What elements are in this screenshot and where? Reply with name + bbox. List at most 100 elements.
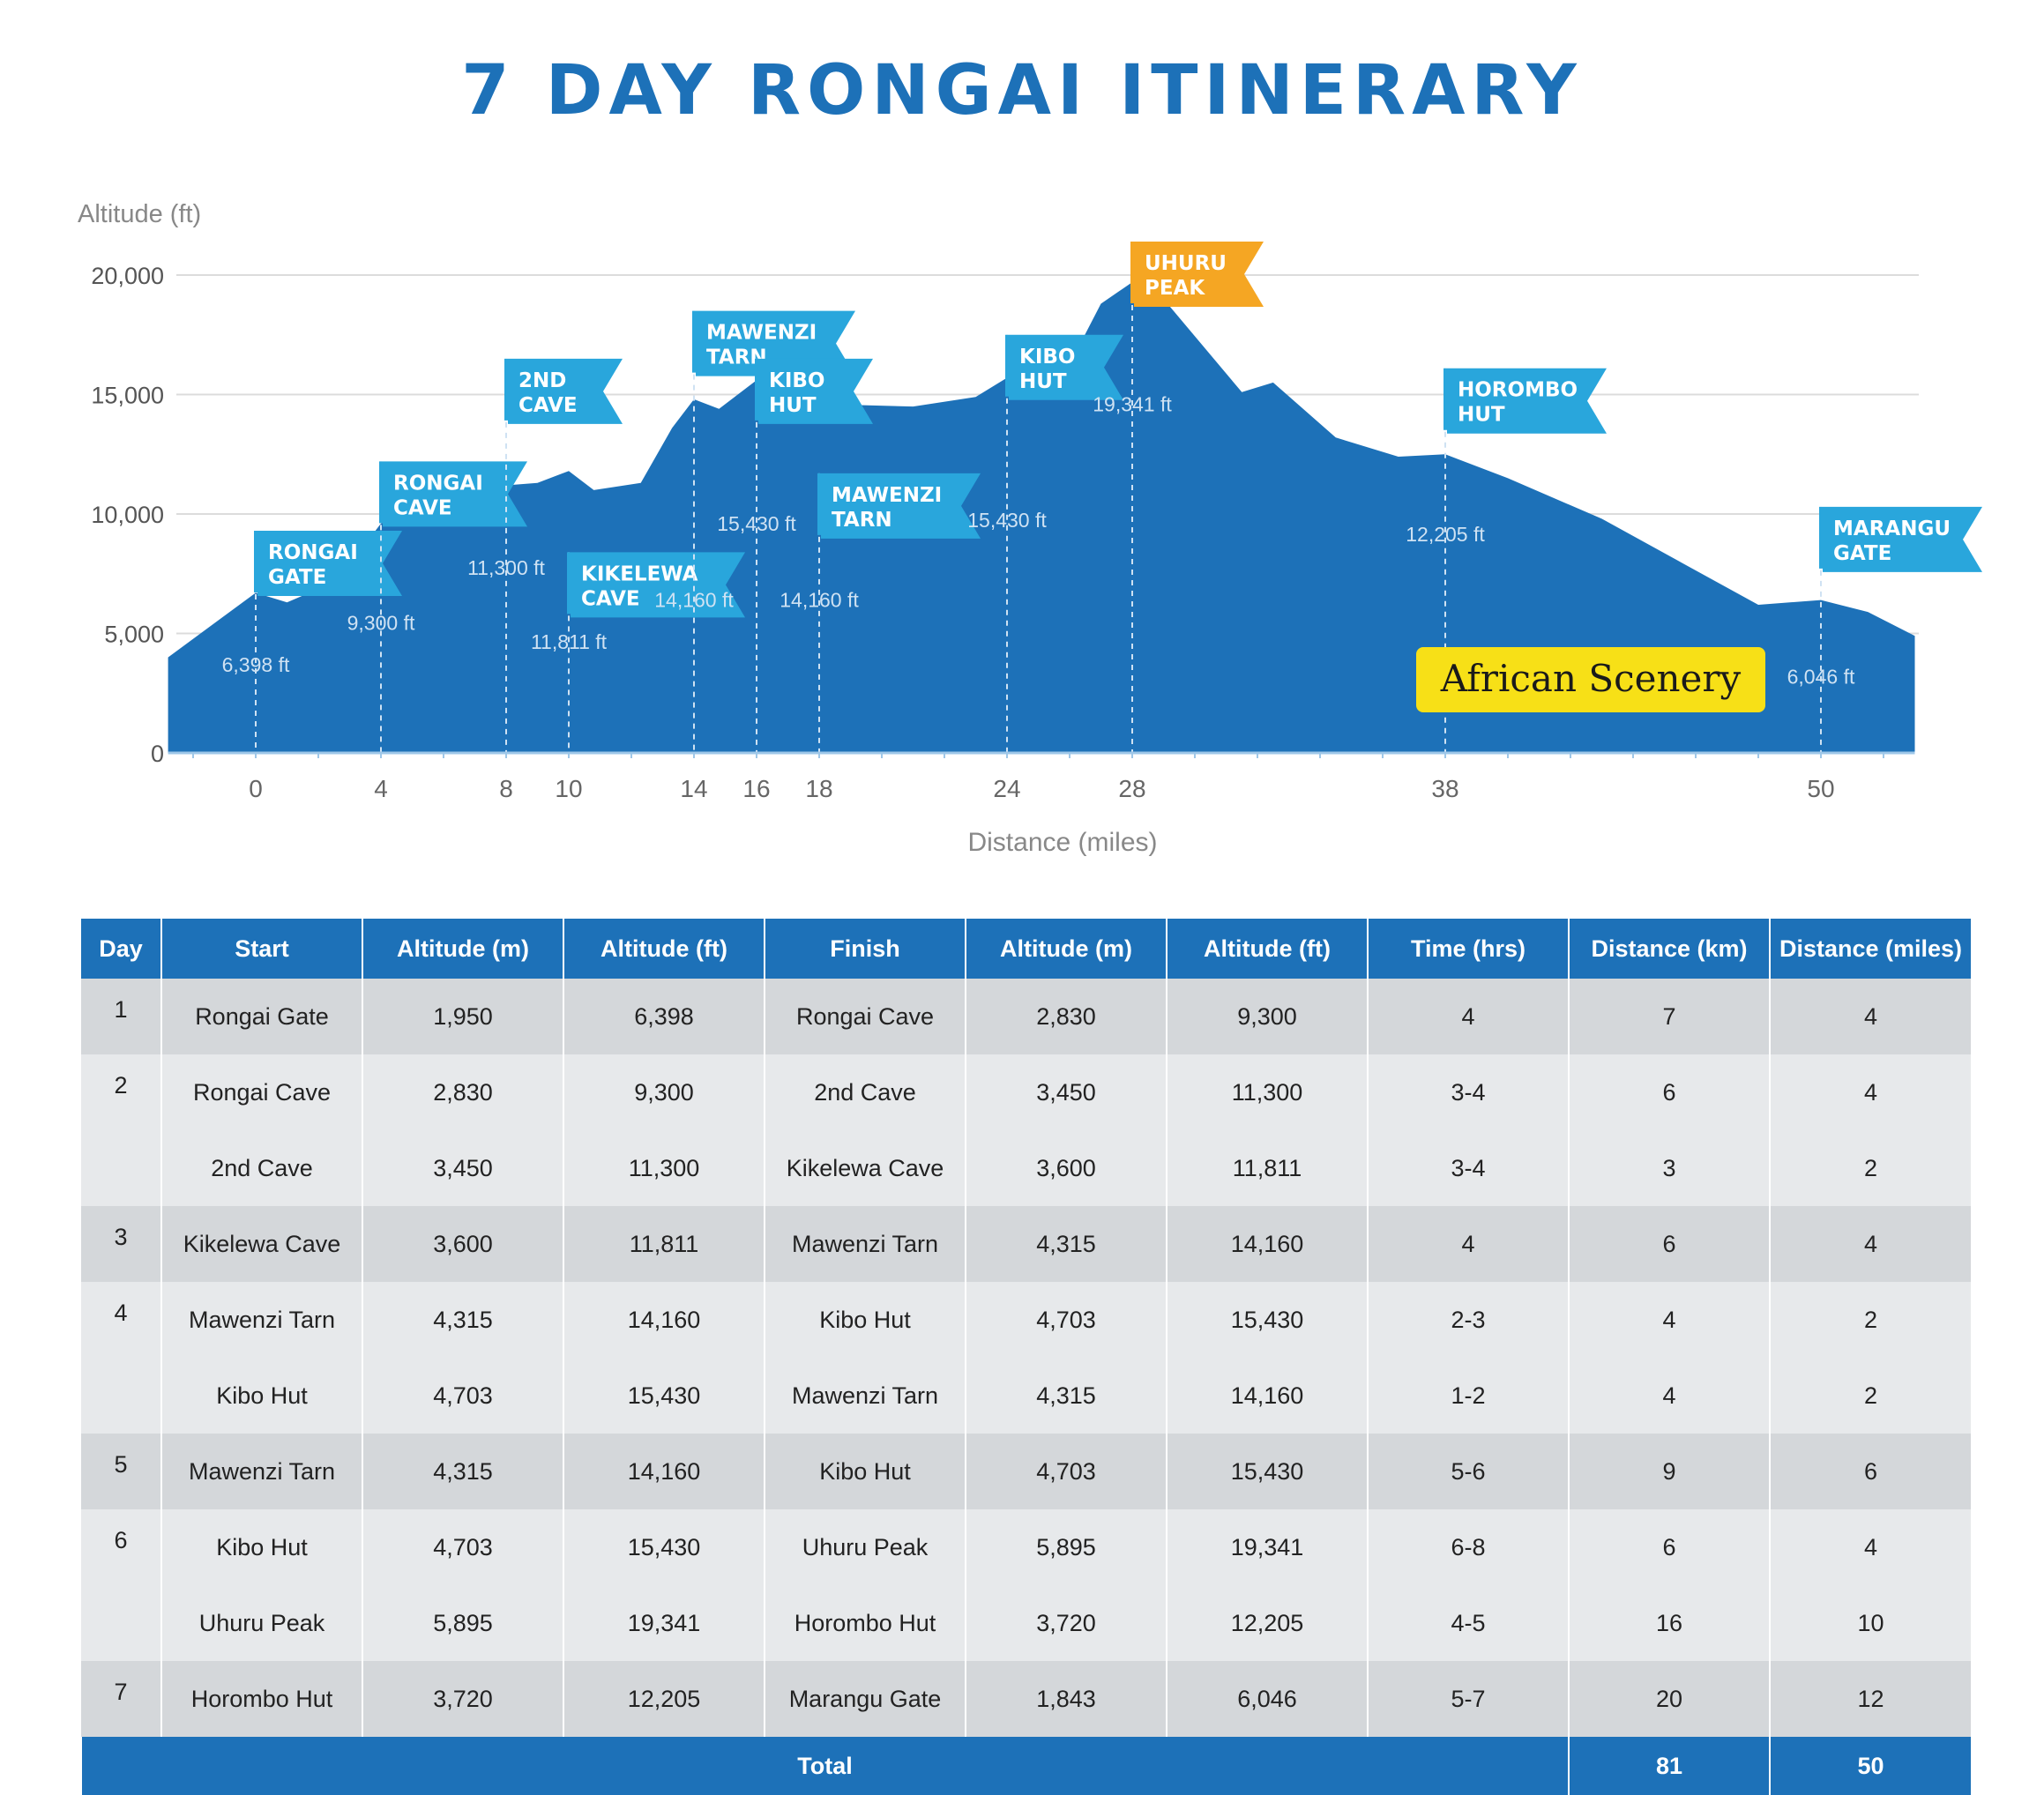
x-tick-label: 8 <box>499 775 513 802</box>
altitude-label: 11,811 ft <box>531 630 608 653</box>
column-header: Distance (miles) <box>1769 919 1971 979</box>
table-cell: 7 <box>1568 979 1770 1054</box>
waypoint-flag <box>1447 368 1607 434</box>
table-cell: 11,300 <box>563 1130 765 1206</box>
table-cell: 4 <box>1367 1206 1569 1282</box>
x-tick-label: 50 <box>1807 775 1834 802</box>
table-cell: 6 <box>1568 1509 1770 1585</box>
column-header: Time (hrs) <box>1367 919 1569 979</box>
day-cell: 2 <box>81 1054 161 1130</box>
table-row: 5 Mawenzi Tarn 4,315 14,160 Kibo Hut 4,703 15,… <box>81 1434 1971 1509</box>
table-cell: 2nd Cave <box>764 1054 966 1130</box>
table-row: Kibo Hut 4,703 15,430 Mawenzi Tarn 4,315 14,1… <box>81 1358 1971 1434</box>
altitude-label: 14,160 ft <box>654 589 734 612</box>
x-tick-label: 0 <box>249 775 263 802</box>
table-cell: 5-7 <box>1367 1661 1569 1737</box>
column-header: Altitude (m) <box>362 919 563 979</box>
table-cell: 4,703 <box>362 1509 563 1585</box>
table-cell: Mawenzi Tarn <box>764 1358 966 1434</box>
watermark-text: African Scenery <box>1440 657 1742 700</box>
waypoint-flag-label: HOROMBO HUT <box>1458 379 1578 427</box>
table-cell: 6 <box>1568 1206 1770 1282</box>
column-header: Altitude (m) <box>965 919 1167 979</box>
table-cell: Mawenzi Tarn <box>160 1282 362 1358</box>
watermark-badge <box>1416 647 1765 712</box>
altitude-label: 15,430 ft <box>967 509 1047 532</box>
table-cell: 4-5 <box>1367 1585 1569 1661</box>
y-tick-label: 5,000 <box>104 622 164 648</box>
total-row: Total 81 50 <box>80 1737 1971 1795</box>
itinerary-table: Day Start Altitude (m) Altitude (ft) Finish A… <box>80 919 1971 1795</box>
table-cell: 3,720 <box>965 1585 1167 1661</box>
table-cell: 4 <box>1769 1509 1971 1585</box>
waypoint-flag <box>821 473 981 539</box>
table-cell: 19,341 <box>1166 1509 1368 1585</box>
column-header: Altitude (ft) <box>563 919 765 979</box>
waypoint-flag-label: KIBO HUT <box>1019 346 1075 393</box>
table-cell: 19,341 <box>563 1585 765 1661</box>
waypoint-flag-label: KIKELEWA CAVE <box>581 562 698 610</box>
table-cell: 3,720 <box>362 1661 563 1737</box>
table-cell: 4,315 <box>965 1358 1167 1434</box>
table-cell: 12,205 <box>1166 1585 1368 1661</box>
table-row: 4 Mawenzi Tarn 4,315 14,160 Kibo Hut 4,703 15,… <box>81 1282 1971 1358</box>
table-cell: 14,160 <box>1166 1358 1368 1434</box>
table-cell: 15,430 <box>563 1358 765 1434</box>
table-cell: 6 <box>1568 1054 1770 1130</box>
table-cell: Rongai Cave <box>160 1054 362 1130</box>
table-cell: Marangu Gate <box>764 1661 966 1737</box>
table-cell: 3-4 <box>1367 1054 1569 1130</box>
table-cell: Uhuru Peak <box>160 1585 362 1661</box>
table-cell: 3,450 <box>965 1054 1167 1130</box>
day-cell: 3 <box>81 1206 161 1282</box>
table-cell: 2,830 <box>965 979 1167 1054</box>
table-cell: 4,703 <box>965 1282 1167 1358</box>
total-label: Total <box>80 1737 1569 1795</box>
table-cell: 20 <box>1568 1661 1770 1737</box>
table-cell: 2nd Cave <box>160 1130 362 1206</box>
altitude-profile-chart: RONGAI GATE 6,398 ft RONGAI CAVE 9,300 ft 2ND C… <box>78 200 1982 857</box>
table-cell: 2-3 <box>1367 1282 1569 1358</box>
table-cell: 3,600 <box>362 1206 563 1282</box>
table-cell: Kibo Hut <box>160 1358 362 1434</box>
table-cell: Rongai Cave <box>764 979 966 1054</box>
waypoint-flag-label: KIBO HUT <box>769 369 824 417</box>
page-title: 7 DAY RONGAI ITINERARY <box>461 51 1583 130</box>
waypoint-markers: RONGAI GATE 6,398 ft RONGAI CAVE 9,300 ft 2ND C… <box>222 242 1982 753</box>
waypoint-flag <box>571 552 745 618</box>
table-cell: 1,843 <box>965 1661 1167 1737</box>
table-cell: 11,811 <box>563 1206 765 1282</box>
table-row: Uhuru Peak 5,895 19,341 Horombo Hut 3,720 12,… <box>81 1585 1971 1661</box>
table-cell: 1-2 <box>1367 1358 1569 1434</box>
day-cell <box>81 1130 161 1206</box>
axes: 0 5,000 10,000 15,000 20,000 Altitude (ft) 0 4 8… <box>78 200 1915 857</box>
table-cell: 6 <box>1769 1434 1971 1509</box>
table-cell: Kikelewa Cave <box>764 1130 966 1206</box>
waypoint-flag <box>257 530 402 596</box>
table-cell: Horombo Hut <box>160 1661 362 1737</box>
column-header: Finish <box>764 919 966 979</box>
table-cell: 6-8 <box>1367 1509 1569 1585</box>
table-cell: 5,895 <box>965 1509 1167 1585</box>
table-cell: 10 <box>1769 1585 1971 1661</box>
y-tick-label: 0 <box>151 741 164 767</box>
waypoint-flag-label: MAWENZI TARN <box>706 322 817 369</box>
table-cell: 4,703 <box>362 1358 563 1434</box>
table-cell: 4 <box>1769 979 1971 1054</box>
x-axis-title: Distance (miles) <box>967 828 1157 857</box>
infographic: 7 DAY RONGAI ITINERARY RONGAI GATE 6,398 f… <box>78 51 1982 1795</box>
table-cell: 9,300 <box>563 1054 765 1130</box>
column-header: Start <box>160 919 362 979</box>
table-row: 1 Rongai Gate 1,950 6,398 Rongai Cave 2,830 9,… <box>81 979 1971 1054</box>
table-cell: 2,830 <box>362 1054 563 1130</box>
total-miles: 50 <box>1769 1737 1971 1795</box>
x-tick-label: 10 <box>555 775 582 802</box>
table-cell: Mawenzi Tarn <box>160 1434 362 1509</box>
table-cell: 6,046 <box>1166 1661 1368 1737</box>
waypoint-flag-label: 2ND CAVE <box>518 369 578 417</box>
table-cell: 1,950 <box>362 979 563 1054</box>
day-cell <box>81 1585 161 1661</box>
day-cell <box>81 1358 161 1434</box>
table-cell: 4,703 <box>965 1434 1167 1509</box>
x-tick-label: 28 <box>1118 775 1145 802</box>
